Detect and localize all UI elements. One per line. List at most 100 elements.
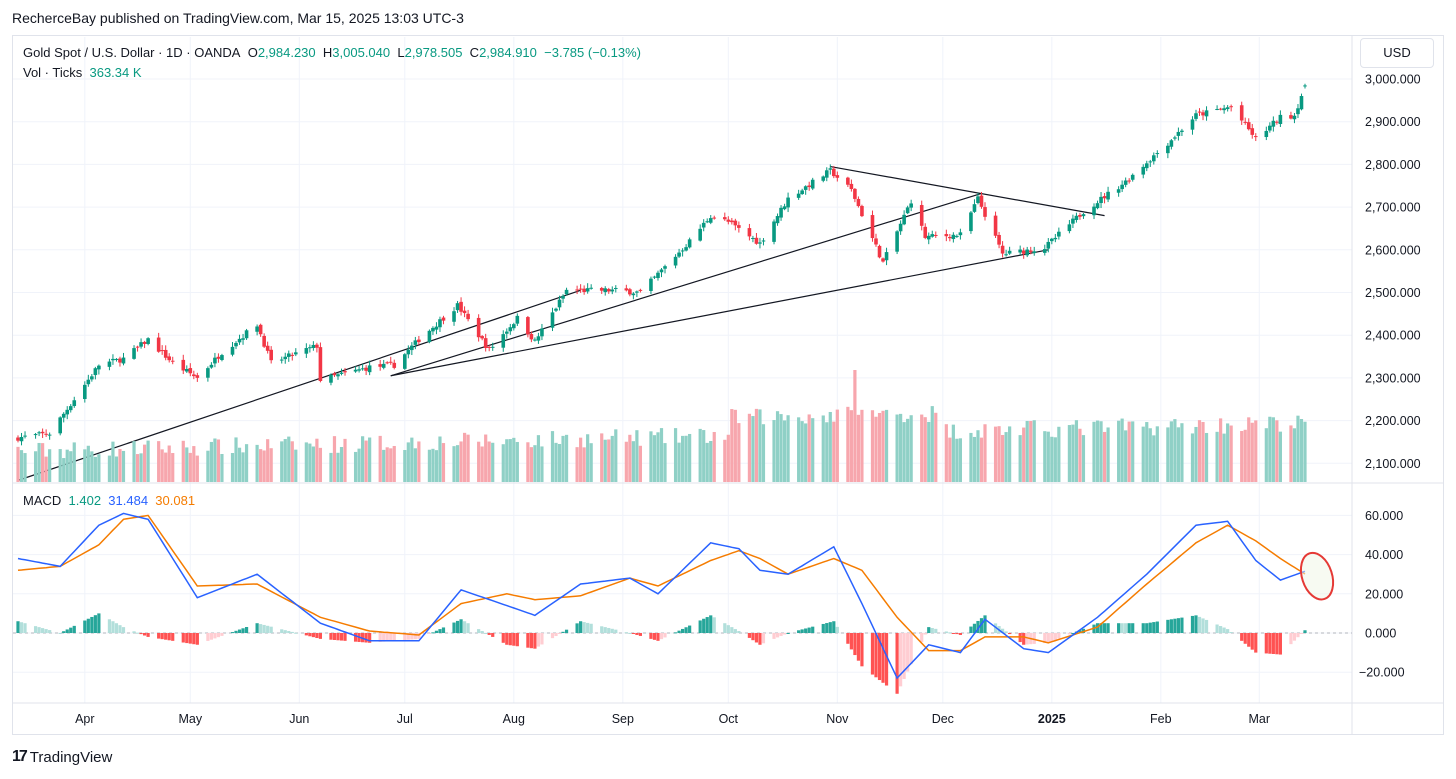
- volume-bar: [983, 424, 987, 482]
- candle-body: [993, 215, 998, 236]
- candle-body: [606, 289, 611, 292]
- volume-bar: [132, 441, 136, 482]
- candle-body: [434, 326, 439, 330]
- candle-body: [388, 361, 393, 363]
- candle-body: [554, 308, 558, 311]
- candle-body: [533, 339, 537, 341]
- candle-body: [44, 433, 48, 435]
- candle-body: [170, 360, 175, 362]
- candle-body: [244, 330, 249, 339]
- candle-body: [286, 353, 291, 357]
- volume-bar: [874, 416, 878, 482]
- volume-bar: [262, 450, 266, 482]
- macd-hist-bar: [603, 627, 607, 633]
- candle-body: [628, 289, 632, 295]
- volume-bar: [779, 414, 783, 482]
- candle-body: [948, 236, 952, 239]
- volume-bar: [825, 422, 829, 482]
- price-tick-label: 3,000.000: [1365, 73, 1421, 87]
- candle-body: [1229, 106, 1233, 108]
- volume-bar: [339, 447, 344, 482]
- candle-body: [821, 176, 826, 181]
- candle-body: [135, 346, 140, 348]
- price-tick-label: 2,300.000: [1365, 371, 1421, 385]
- volume-bar: [392, 445, 396, 482]
- candle-body: [1081, 214, 1086, 217]
- volume-bar: [1148, 428, 1152, 482]
- volume-bar: [455, 445, 460, 482]
- volume-bar: [948, 437, 952, 482]
- tradingview-brand[interactable]: 17 TradingView: [12, 748, 112, 766]
- volume-bar: [600, 433, 604, 482]
- macd-hist-bar: [1102, 623, 1107, 633]
- candle-body: [701, 222, 706, 228]
- macd-hist-bar: [909, 633, 913, 665]
- candle-body: [1271, 120, 1276, 127]
- candle-body: [339, 372, 344, 374]
- volume-bar: [1268, 416, 1272, 482]
- macd-hist-bar: [466, 623, 470, 633]
- candle-body: [121, 357, 126, 364]
- volume-bar: [754, 408, 759, 482]
- volume-bar: [332, 436, 337, 482]
- macd-hist-bar: [870, 633, 875, 675]
- macd-hist-bar: [1145, 623, 1149, 633]
- macd-hist-bar: [1141, 623, 1145, 633]
- volume-bar: [364, 440, 368, 482]
- macd-hist-bar: [533, 633, 537, 649]
- macd-hist-bar: [849, 633, 853, 650]
- volume-bar: [336, 452, 340, 482]
- time-tick-label: Mar: [1249, 712, 1271, 726]
- macd-hist-bar: [269, 626, 273, 633]
- macd-hist-bar: [93, 615, 97, 633]
- volume-bar: [1145, 422, 1149, 482]
- macd-hist-bar: [923, 633, 927, 635]
- macd-hist-bar: [1278, 633, 1282, 655]
- macd-hist-bar: [1204, 619, 1209, 633]
- price-tick-label: 2,200.000: [1365, 414, 1421, 428]
- macd-signal-value: 30.081: [155, 493, 196, 508]
- macd-hist-bar: [1197, 616, 1202, 633]
- candle-body: [761, 240, 766, 242]
- candle-body: [1176, 131, 1181, 136]
- macd-hist-bar: [1173, 618, 1177, 633]
- macd-hist-bar: [97, 613, 101, 633]
- candle-body: [1197, 111, 1202, 113]
- candle-body: [997, 234, 1001, 245]
- candle-body: [97, 365, 101, 370]
- macd-hist-bar: [118, 625, 122, 633]
- volume-bar: [487, 441, 491, 482]
- macd-hist-bar: [171, 633, 175, 641]
- volume-bar: [438, 436, 442, 482]
- candle-body: [1106, 191, 1110, 200]
- macd-hist-bar: [979, 618, 984, 633]
- volume-bar: [1124, 430, 1128, 482]
- candle-body: [107, 361, 112, 367]
- candle-body: [923, 226, 928, 238]
- volume-bar: [828, 411, 832, 482]
- macd-hist-bar: [1152, 622, 1156, 633]
- candle-body: [909, 203, 913, 208]
- volume-bar: [807, 414, 811, 482]
- candle-body: [1141, 166, 1146, 175]
- macd-hist-bar: [797, 630, 801, 633]
- volume-bar: [1264, 428, 1268, 482]
- currency-button[interactable]: USD: [1360, 38, 1434, 68]
- volume-bar: [329, 452, 333, 482]
- macd-hist-bar: [294, 632, 298, 634]
- volume-bar: [1240, 431, 1244, 482]
- candle-body: [884, 252, 889, 261]
- macd-hist-bar: [800, 629, 804, 633]
- macd-hist-bar: [455, 620, 460, 633]
- macd-hist-bar: [83, 620, 87, 633]
- candle-body: [336, 374, 340, 377]
- macd-hist-bar: [1201, 618, 1205, 633]
- macd-hist-bar: [564, 629, 569, 633]
- volume-value: 363.34 K: [89, 65, 142, 80]
- volume-bar: [705, 442, 709, 482]
- volume-bar: [832, 421, 836, 482]
- volume-bar: [515, 441, 519, 482]
- volume-bar: [870, 410, 875, 482]
- volume-bar: [1131, 421, 1135, 482]
